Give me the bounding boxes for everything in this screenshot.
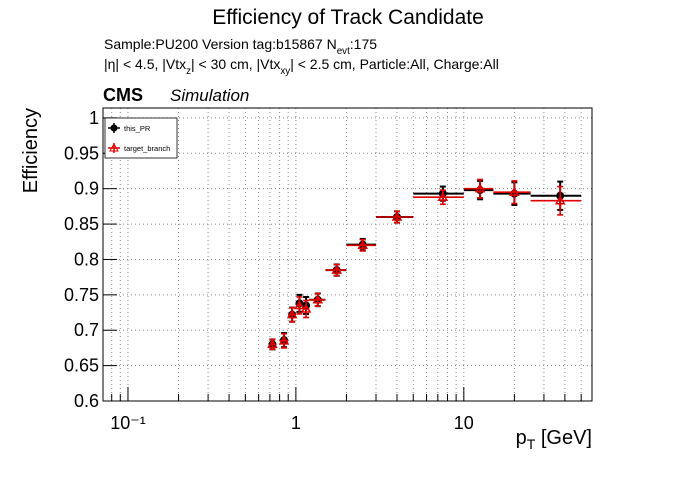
x-axis-label: pT [GeV] [516,427,592,452]
marker [331,264,342,274]
text: | < 30 cm, |Vtx [191,56,280,72]
subscript: evt [337,46,350,57]
x-tick-label: 10⁻¹ [110,413,146,433]
experiment: CMS [103,85,143,105]
marker [312,294,324,304]
text: Sample:PU200 Version tag:b15867 N [104,36,337,52]
legend-marker [110,124,118,132]
y-tick-label: 0.8 [74,249,99,269]
text: p [516,427,527,449]
marker [294,299,305,310]
x-tick-label: 1 [291,413,301,433]
marker [509,186,520,196]
subscript: T [527,436,536,452]
text: :175 [350,36,377,52]
y-tick-label: 0.6 [74,391,99,411]
marker [437,191,449,201]
plot-frame [102,107,593,402]
legend-label: target_branch [124,144,170,153]
legend-label: this_PR [124,124,151,133]
y-tick-label: 0.85 [64,214,99,234]
legend-marker [109,142,119,152]
y-tick-label: 0.75 [64,285,99,305]
x-tick-label: 10 [454,413,474,433]
marker [278,335,290,345]
marker [300,303,312,313]
y-tick-label: 0.95 [64,143,99,163]
marker [554,195,566,205]
y-tick-label: 0.9 [74,179,99,199]
text: |η| < 4.5, |Vtx [104,56,186,72]
label: Simulation [170,86,249,105]
marker [267,338,278,349]
marker [286,309,298,319]
marker [357,239,369,250]
marker [391,211,403,221]
subtitle: Sample:PU200 Version tag:b15867 Nevt:175 [104,36,377,57]
selection: |η| < 4.5, |Vtxz| < 30 cm, |Vtxxy| < 2.5… [104,56,499,77]
chart-title: Efficiency of Track Candidate [212,6,484,29]
text: [GeV] [535,427,592,449]
y-axis-label: Efficiency [20,108,42,193]
marker [474,183,486,193]
y-tick-label: 1 [89,108,99,128]
y-tick-label: 0.65 [64,356,99,376]
y-tick-label: 0.7 [74,320,99,340]
text: | < 2.5 cm, Particle:All, Charge:All [290,56,499,72]
subscript: xy [280,66,290,77]
subscript: z [186,66,191,77]
